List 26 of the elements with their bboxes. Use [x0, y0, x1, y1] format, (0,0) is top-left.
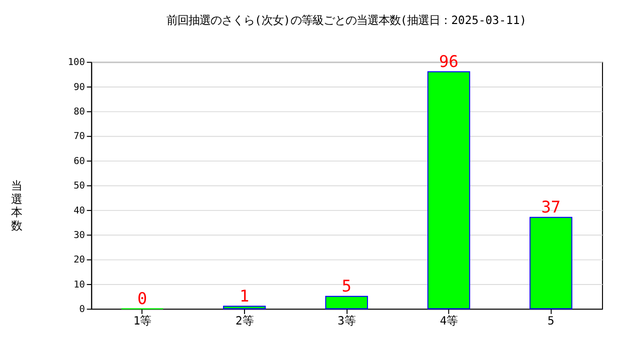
y-axis-title: 当選本数 — [11, 178, 22, 232]
bar — [427, 71, 470, 310]
y-tick-label: 80 — [74, 106, 86, 118]
y-tick-label: 60 — [74, 156, 86, 167]
x-tick-label: 5 — [548, 313, 554, 328]
data-label: 0 — [137, 288, 148, 308]
y-tick-label: 0 — [79, 304, 86, 316]
chart-title: 前回抽選のさくら(次女)の等級ごとの当選本数(抽選日：2025-03-11) — [166, 13, 527, 28]
y-tick-label: 100 — [68, 57, 86, 68]
data-label: 1 — [240, 286, 250, 306]
x-tick-label: 1等 — [133, 313, 152, 328]
data-label: 96 — [439, 52, 458, 71]
data-label: 5 — [342, 276, 352, 296]
bar — [325, 296, 368, 310]
data-label: 37 — [541, 198, 561, 217]
y-tick-label: 50 — [74, 180, 86, 192]
y-tick-label: 70 — [74, 131, 86, 142]
y-tick-label: 20 — [74, 254, 86, 266]
x-tick-label: 4等 — [440, 313, 458, 328]
x-tick-label: 2等 — [235, 313, 254, 328]
y-tick-label: 10 — [74, 279, 86, 290]
bar — [530, 216, 572, 310]
y-tick-label: 30 — [74, 230, 86, 241]
y-tick-label: 90 — [74, 82, 86, 93]
y-tick-label: 40 — [74, 205, 86, 216]
x-tick-label: 3等 — [338, 313, 356, 328]
